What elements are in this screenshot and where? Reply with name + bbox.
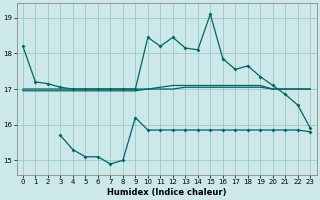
X-axis label: Humidex (Indice chaleur): Humidex (Indice chaleur) [107,188,226,197]
